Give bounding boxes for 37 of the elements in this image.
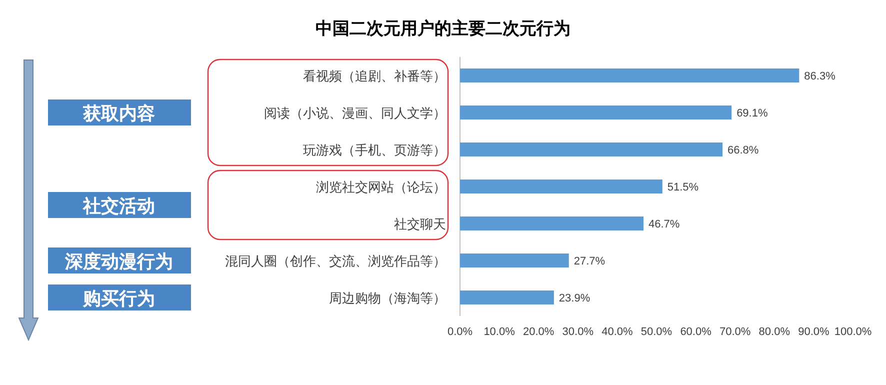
text: 深度动漫行为 [64, 252, 173, 272]
y-tick-label: 浏览社交网站（论坛） [316, 180, 446, 194]
x-tick-label: 50.0% [640, 326, 672, 338]
x-tick-label: 40.0% [602, 326, 634, 338]
y-tick-label: 阅读（小说、漫画、同人文学） [264, 106, 446, 120]
x-tick-label: 80.0% [758, 326, 790, 338]
y-tick-label: 玩游戏（手机、页游等） [303, 142, 446, 158]
y-tick-label: 看视频（追剧、补番等） [303, 68, 446, 84]
text: 获取内容 [82, 104, 155, 124]
bar [460, 254, 569, 268]
x-tick-label: 30.0% [562, 326, 594, 338]
data-label: 46.7% [648, 218, 680, 230]
x-tick-label: 0.0% [447, 326, 473, 338]
x-tick-label: 10.0% [484, 326, 516, 338]
bar [460, 142, 723, 156]
data-label: 23.9% [558, 292, 590, 304]
bar [460, 290, 554, 304]
y-tick-label: 社交聊天 [394, 216, 446, 232]
x-tick-label: 100.0% [834, 326, 872, 338]
text: 购买行为 [82, 288, 155, 308]
data-label: 51.5% [667, 182, 699, 194]
y-tick-label: 混同人圈（创作、交流、浏览作品等） [225, 254, 446, 268]
y-tick-label: 周边购物（海淘等） [329, 290, 446, 306]
data-label: 27.7% [574, 256, 606, 268]
x-tick-label: 90.0% [798, 326, 830, 338]
x-tick-label: 60.0% [680, 326, 712, 338]
data-label: 66.8% [728, 144, 759, 156]
bar [460, 180, 662, 194]
text: 社交活动 [82, 196, 155, 216]
data-label: 86.3% [804, 70, 836, 82]
bar [460, 68, 800, 82]
bar [460, 106, 732, 120]
chart-title: 中国二次元用户的主要二次元行为 [316, 19, 570, 38]
bar [460, 216, 644, 230]
x-tick-label: 20.0% [523, 326, 554, 338]
x-tick-label: 70.0% [720, 326, 751, 338]
data-label: 69.1% [736, 108, 768, 120]
